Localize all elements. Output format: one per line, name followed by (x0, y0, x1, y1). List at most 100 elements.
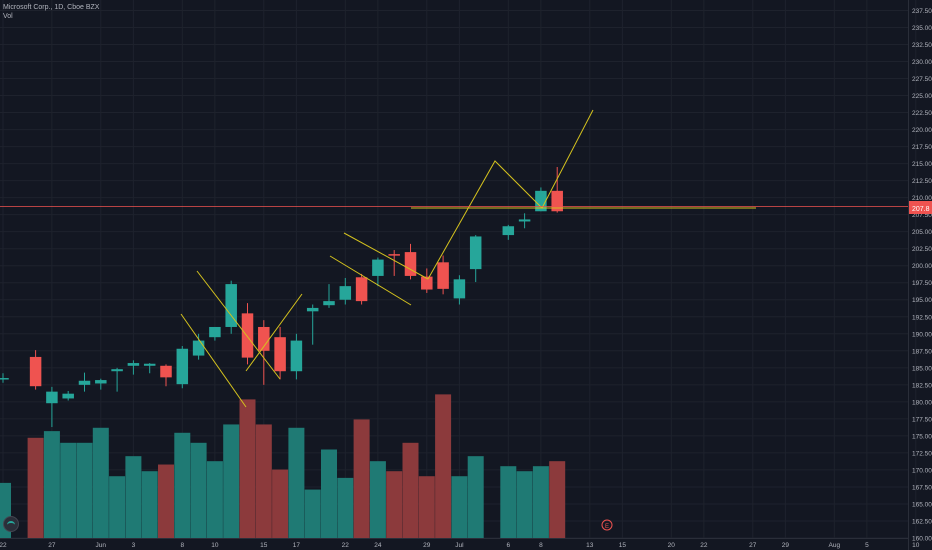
candle-body (78, 380, 91, 385)
candle-body (306, 307, 319, 312)
y-tick-label: 187.50 (912, 348, 932, 355)
y-tick-label: 235.00 (912, 25, 932, 32)
y-tick-label: 177.50 (912, 416, 932, 423)
x-tick-label: 27 (48, 542, 56, 549)
candle-body (46, 391, 58, 404)
pattern-drawings[interactable] (180, 109, 756, 408)
volume-bar (60, 442, 77, 538)
volume-bar (76, 442, 93, 538)
candle-body (95, 380, 107, 384)
x-tick-label: 15 (619, 542, 627, 549)
x-tick-label: 13 (586, 542, 594, 549)
candle-body (29, 356, 42, 387)
x-tick-label: 6 (506, 542, 510, 549)
drawing-flag-1-upper[interactable] (196, 270, 281, 380)
candle-body (192, 340, 205, 356)
x-tick-label: 22 (342, 542, 350, 549)
y-tick-label: 172.50 (912, 450, 932, 457)
drawing-flag-2-lower[interactable] (329, 255, 412, 306)
volume-bar (500, 466, 517, 538)
x-tick-label: 24 (374, 542, 382, 549)
x-tick-label: 3 (132, 542, 136, 549)
volume-bar (418, 476, 435, 538)
earnings-marker-icon[interactable]: E (601, 519, 613, 531)
drawing-flag-1-lower[interactable] (180, 313, 247, 408)
volume-bars (0, 394, 566, 538)
volume-bar (92, 427, 109, 538)
volume-bar (125, 456, 142, 538)
y-tick-label: 210.00 (912, 195, 932, 202)
candle-body (551, 190, 563, 212)
volume-bar (190, 442, 207, 538)
candle-body (209, 326, 221, 338)
candlesticks (0, 167, 563, 428)
volume-indicator-label[interactable]: Vol (3, 13, 13, 20)
time-axis[interactable]: 22 27 Jun 3 8 10 15 17 22 24 29 Jul 6 8 13 15 20 22 27 29 Au… (0, 538, 920, 550)
price-label: 207.8 (912, 206, 930, 213)
volume-bar (532, 466, 549, 538)
candle-body (225, 284, 237, 327)
y-tick-label: 230.00 (912, 59, 932, 66)
y-tick-label: 222.50 (912, 110, 932, 117)
volume-bar (337, 477, 354, 538)
tradingview-logo-icon[interactable] (3, 516, 19, 532)
x-tick-label: Jun (96, 542, 107, 549)
drawing-flag-2-upper[interactable] (343, 232, 429, 280)
symbol-title[interactable]: Microsoft Corp., 1D, Cboe BZX (3, 4, 100, 11)
volume-bar (272, 469, 289, 538)
volume-bar (549, 461, 566, 538)
y-tick-label: 215.00 (912, 161, 932, 168)
x-tick-label: Aug (829, 542, 841, 549)
candle-body (241, 313, 254, 358)
x-tick-label: 29 (782, 542, 790, 549)
y-tick-label: 162.50 (912, 518, 932, 525)
y-tick-label: 192.50 (912, 314, 932, 321)
volume-bar (206, 461, 223, 538)
x-tick-label: 17 (293, 542, 301, 549)
x-tick-label: 22 (0, 542, 7, 549)
volume-bar (0, 482, 11, 538)
price-label-badge (909, 201, 932, 214)
volume-bar (386, 471, 403, 538)
candle-body (355, 277, 368, 302)
volume-bar (158, 464, 174, 538)
earnings-marker-label: E (605, 524, 609, 530)
y-tick-label: 200.00 (912, 263, 932, 270)
volume-bar (435, 394, 452, 538)
drawing-trend-up-2[interactable] (427, 109, 594, 280)
drawing-trend-up-1[interactable] (245, 293, 303, 372)
y-tick-label: 237.50 (912, 8, 932, 15)
candle-body (372, 259, 384, 276)
volume-bar (239, 399, 256, 538)
candle-body (469, 236, 482, 270)
y-tick-label: 160.00 (912, 536, 932, 543)
candle-body (339, 286, 352, 300)
volume-bar (402, 442, 419, 538)
x-tick-label: 10 (211, 542, 219, 549)
y-tick-label: 227.50 (912, 76, 932, 83)
volume-bar (451, 476, 468, 538)
y-tick-label: 167.50 (912, 484, 932, 491)
y-tick-label: 195.00 (912, 297, 932, 304)
candle-body (111, 369, 123, 372)
candle-body (404, 252, 417, 276)
volume-bar (141, 471, 158, 538)
chart-legend[interactable]: Microsoft Corp., 1D, Cboe BZX Vol (3, 3, 99, 21)
x-tick-label: 5 (865, 542, 869, 549)
y-tick-label: 205.00 (912, 229, 932, 236)
price-axis[interactable]: 237.50 235.00 232.50 230.00 227.50 225.00 222.… (908, 0, 932, 550)
volume-bar (304, 489, 321, 538)
x-tick-label: Jul (455, 542, 464, 549)
y-tick-label: 217.50 (912, 144, 932, 151)
candle-body (518, 219, 531, 222)
volume-bar (288, 427, 305, 538)
candle-body (323, 301, 335, 306)
candle-body (127, 363, 140, 366)
x-tick-label: 10 (912, 542, 920, 549)
y-tick-label: 207.50 (912, 212, 932, 219)
candle-body (143, 363, 156, 366)
volume-bar (109, 476, 126, 538)
candle-body (258, 326, 270, 351)
